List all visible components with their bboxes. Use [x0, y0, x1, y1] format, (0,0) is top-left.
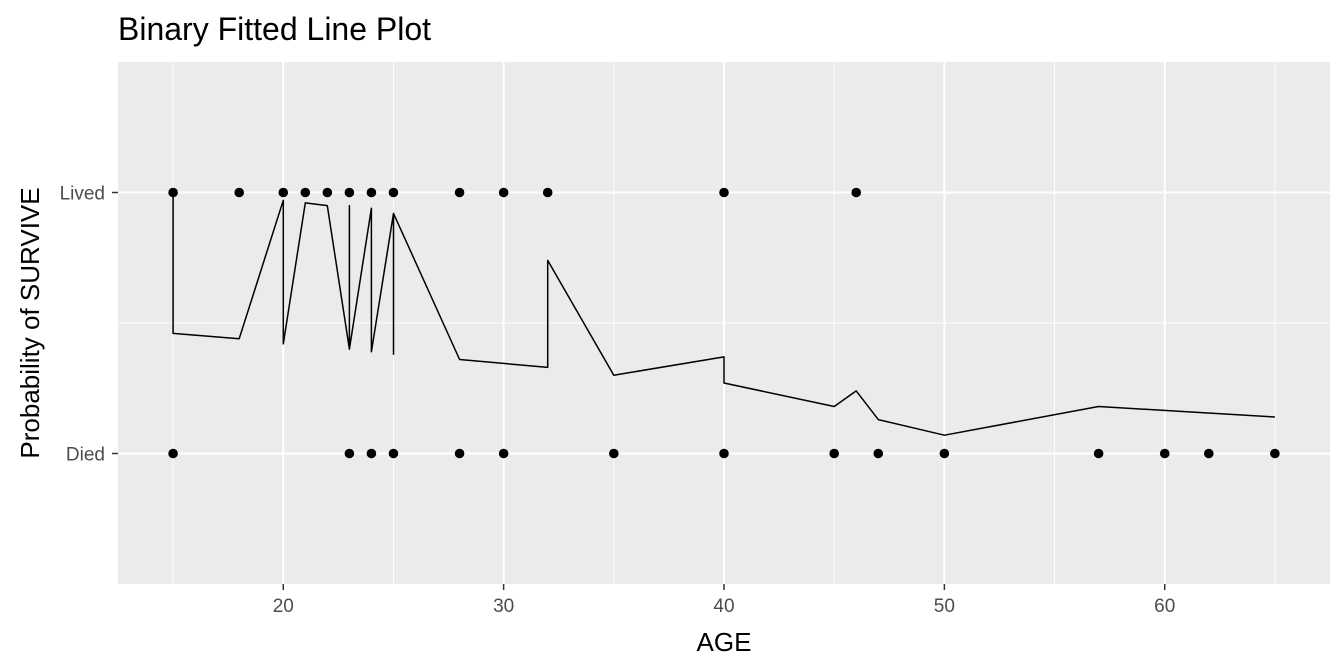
x-axis-title: AGE [697, 627, 752, 657]
data-point [1159, 448, 1170, 459]
y-axis-title: Probability of SURVIVE [15, 187, 45, 458]
data-point [609, 448, 619, 459]
x-tick-label: 50 [934, 596, 955, 617]
data-point [344, 448, 355, 459]
x-tick-label: 60 [1154, 596, 1175, 617]
fitted-line-layer [172, 192, 1275, 436]
data-point [278, 187, 289, 198]
x-tick-label: 40 [713, 596, 734, 617]
data-point [168, 187, 178, 198]
x-axis: 20 30 40 50 60 [273, 584, 1175, 617]
points-layer [168, 187, 1280, 459]
data-point [168, 448, 178, 459]
data-point [454, 448, 465, 459]
data-point [1204, 448, 1214, 459]
data-point [388, 187, 399, 198]
chart-title: Binary Fitted Line Plot [118, 11, 431, 47]
data-point [322, 187, 333, 198]
data-point [366, 448, 377, 459]
fitted-line [172, 192, 1275, 436]
x-tick-label: 20 [273, 596, 294, 617]
data-point [234, 187, 244, 198]
data-point [719, 187, 729, 198]
data-point [1093, 448, 1104, 459]
data-point [1270, 448, 1280, 459]
data-point [542, 187, 553, 198]
data-point [498, 448, 509, 459]
data-point [498, 187, 509, 198]
data-point [366, 187, 377, 198]
data-point [851, 187, 862, 198]
data-point [388, 448, 399, 459]
y-tick-label: Died [66, 445, 105, 466]
x-tick-label: 30 [493, 596, 514, 617]
data-point [873, 448, 884, 459]
y-axis: Died Lived [60, 184, 118, 466]
data-point [829, 448, 839, 459]
data-point [300, 187, 311, 198]
data-point [344, 187, 355, 198]
data-point [719, 448, 729, 459]
data-point [939, 448, 950, 459]
y-tick-label: Lived [60, 184, 105, 205]
data-point [454, 187, 465, 198]
